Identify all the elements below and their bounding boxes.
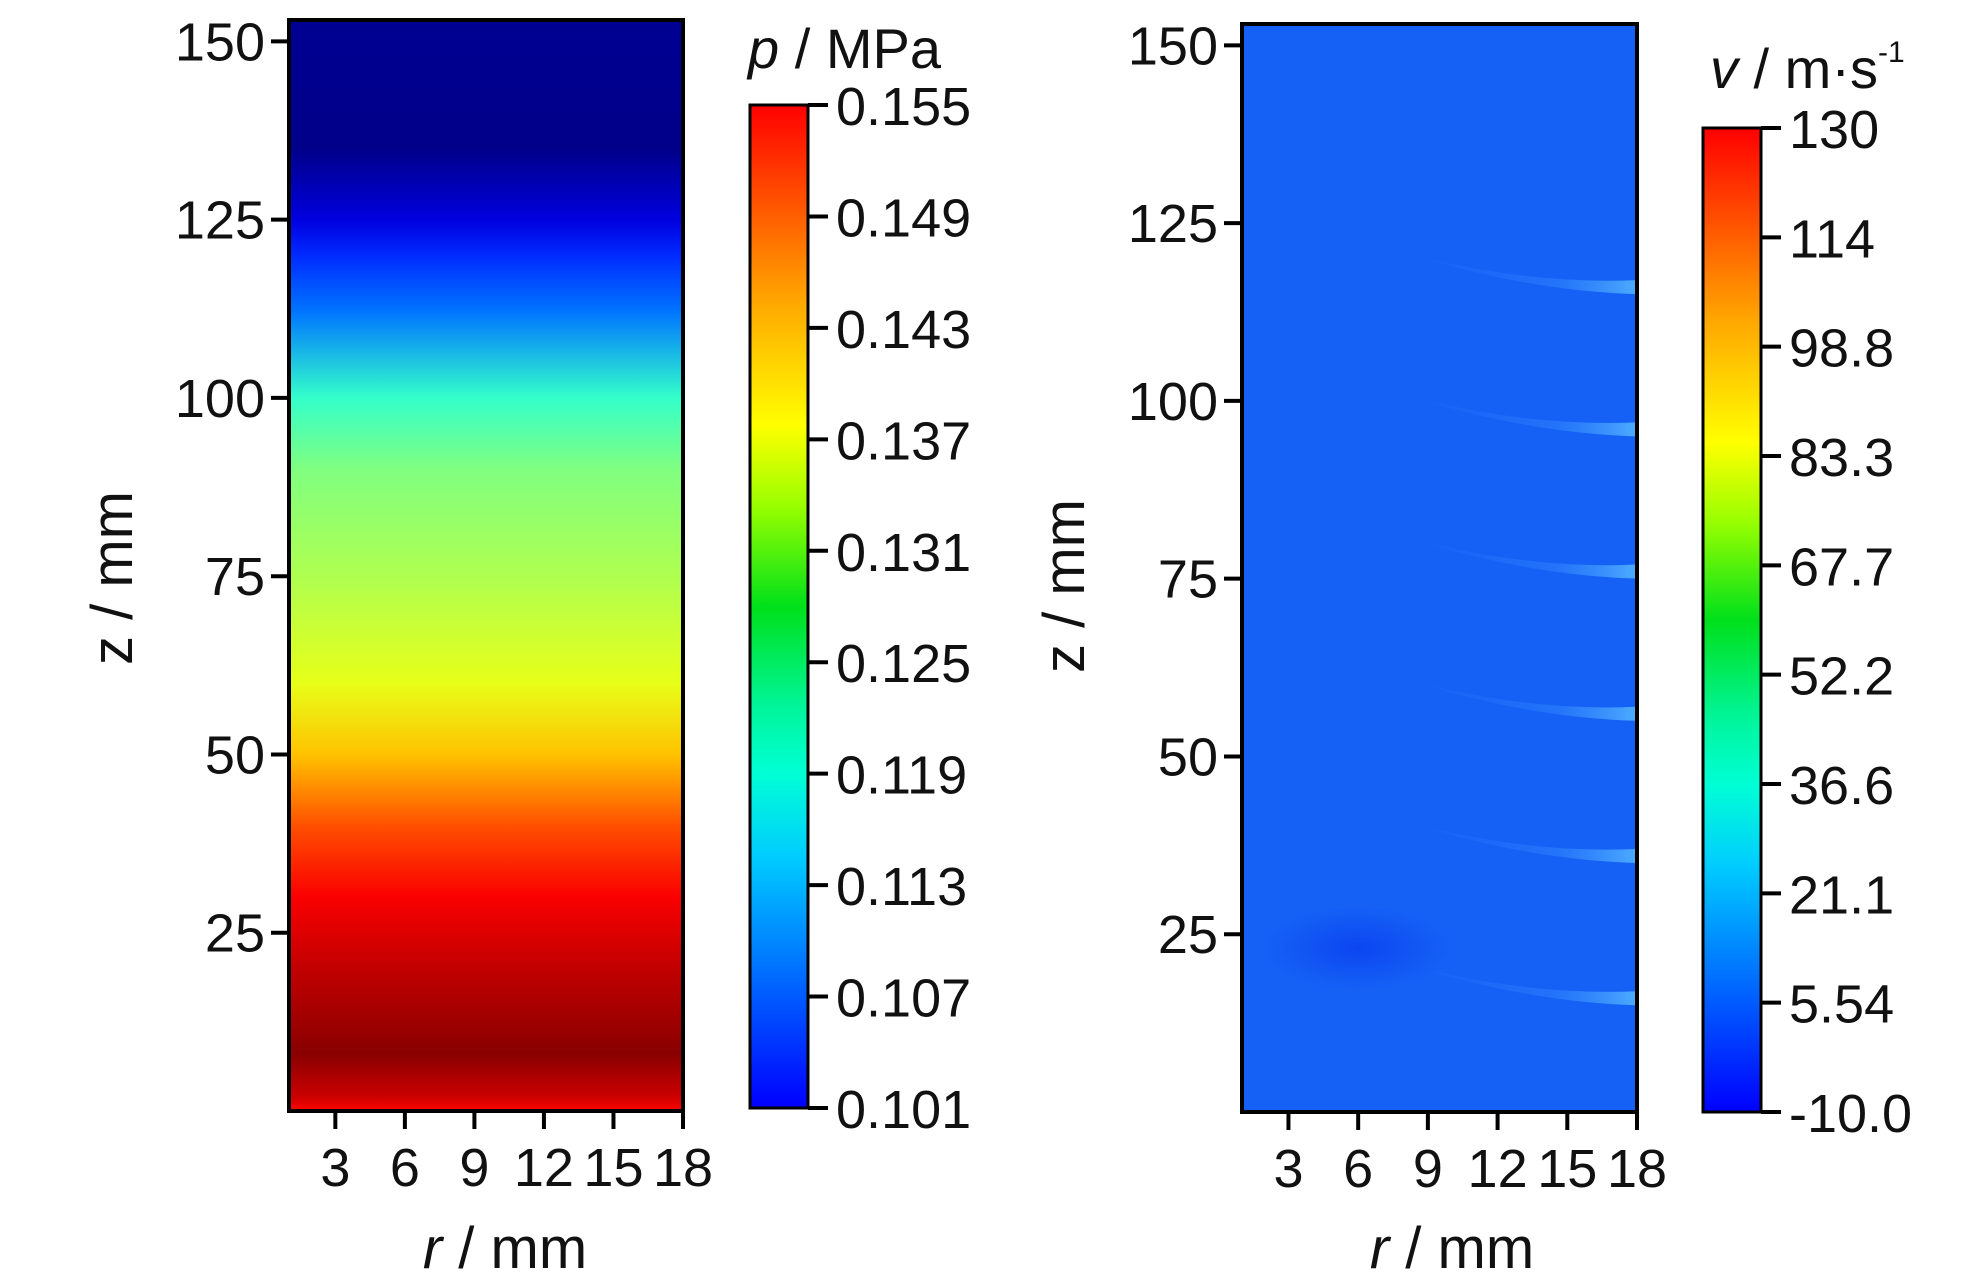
velocity-y-tick-label: 75 [1158,550,1218,610]
velocity-x-tick-label: 18 [1607,1139,1667,1199]
pressure-x-tick-label: 18 [653,1138,713,1198]
velocity-wall-jet [1407,964,1637,1006]
velocity-x-ticks: 3 6 9 12 15 18 [1273,1112,1667,1199]
velocity-y-tick-label: 125 [1128,194,1218,254]
pressure-y-tick-label: 75 [205,547,265,607]
velocity-x-tick-label: 12 [1468,1139,1528,1199]
pressure-colorbar-tick-label: 0.113 [836,857,967,917]
pressure-colorbar-tick-label: 0.101 [836,1080,971,1140]
velocity-y-tick-label: 100 [1128,372,1218,432]
velocity-colorbar-tick-label: -10.0 [1789,1084,1912,1144]
pressure-colorbar-tick-label: 0.155 [836,77,971,137]
velocity-x-tick-label: 15 [1537,1139,1597,1199]
pressure-field [289,20,683,1111]
pressure-x-ticks: 3 6 9 12 15 18 [320,1111,713,1198]
pressure-x-tick-label: 15 [583,1138,643,1198]
pressure-y-tick-label: 25 [205,904,265,964]
velocity-colorbar [1701,126,1763,1114]
pressure-colorbar-tick-label: 0.131 [836,523,971,583]
velocity-colorbar-tick-label: 67.7 [1789,537,1894,597]
velocity-colorbar-tick-label: 130 [1789,100,1879,160]
pressure-colorbar [748,103,810,1110]
pressure-y-tick-label: 100 [175,369,265,429]
velocity-field-features [1263,253,1637,1006]
pressure-y-ticks: 150 125 100 75 50 25 [175,12,289,964]
velocity-colorbar-tick-label: 98.8 [1789,319,1894,379]
pressure-y-tick-label: 150 [175,12,265,72]
pressure-y-tick-label: 50 [205,725,265,785]
pressure-x-tick-label: 6 [390,1138,420,1198]
pressure-colorbar-tick-label: 0.143 [836,300,971,360]
pressure-x-tick-label: 9 [459,1138,489,1198]
velocity-colorbar-tick-label: 21.1 [1789,865,1894,925]
velocity-wall-jet [1407,822,1637,863]
velocity-colorbar-tick-label: 5.54 [1789,975,1894,1035]
velocity-low-spot [1263,906,1454,991]
pressure-y-tick-label: 125 [175,191,265,251]
velocity-y-axis-label: z / mm [1032,499,1097,673]
pressure-colorbar-ticks: 0.155 0.149 0.143 0.137 0.131 0.125 0.119 0.113… [808,77,971,1140]
pressure-colorbar-tick-label: 0.125 [836,634,971,694]
pressure-plot-frame [287,18,685,1113]
velocity-wall-jet [1407,537,1637,579]
pressure-x-tick-label: 3 [320,1138,350,1198]
velocity-colorbar-ticks: 130 114 98.8 83.3 67.7 52.2 36.6 21.1 5.54 -10.0 [1761,100,1912,1144]
pressure-y-axis-label: z / mm [80,491,145,665]
velocity-colorbar-tick-label: 83.3 [1789,428,1894,488]
pressure-x-axis-label: r / mm [423,1216,587,1276]
pressure-colorbar-tick-label: 0.137 [836,411,971,471]
velocity-colorbar-tick-label: 36.6 [1789,756,1894,816]
velocity-x-tick-label: 9 [1413,1139,1443,1199]
velocity-y-tick-label: 25 [1158,905,1218,965]
velocity-wall-jet [1407,679,1637,721]
velocity-y-tick-label: 50 [1158,727,1218,787]
velocity-colorbar-tick-label: 114 [1789,209,1875,269]
pressure-colorbar-title: p / MPa [746,17,942,80]
velocity-plot-frame [1240,22,1639,1114]
velocity-colorbar-tick-label: 52.2 [1789,647,1894,707]
velocity-x-tick-label: 3 [1273,1139,1303,1199]
velocity-y-ticks: 150 125 100 75 50 25 [1128,16,1242,965]
pressure-colorbar-tick-label: 0.107 [836,969,971,1029]
velocity-y-tick-label: 150 [1128,16,1218,76]
velocity-wall-jet [1407,395,1637,437]
velocity-colorbar-title: v / m·s-1 [1710,36,1905,100]
velocity-x-axis-label: r / mm [1370,1216,1534,1276]
velocity-wall-jet [1407,253,1637,295]
velocity-x-tick-label: 6 [1343,1139,1373,1199]
pressure-colorbar-tick-label: 0.149 [836,188,971,248]
pressure-colorbar-tick-label: 0.119 [836,746,967,806]
pressure-x-tick-label: 12 [514,1138,574,1198]
